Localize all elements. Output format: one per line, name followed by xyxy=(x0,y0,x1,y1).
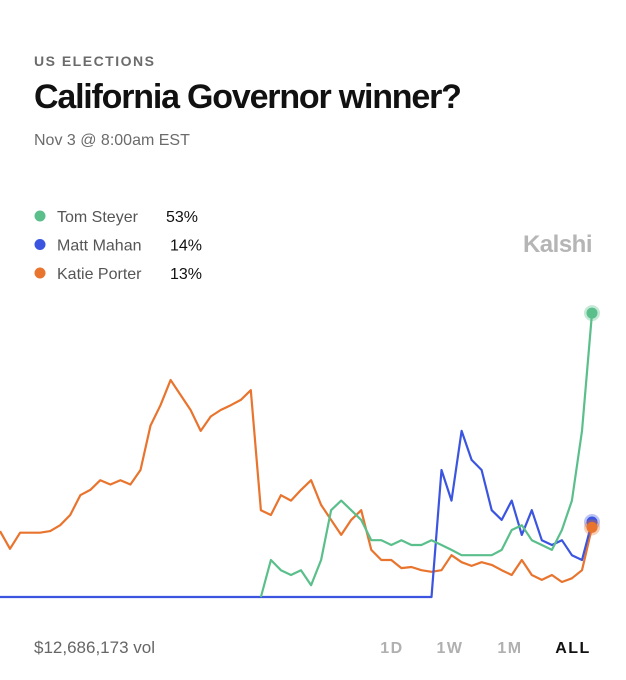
series-line xyxy=(0,429,594,599)
chart-title: California Governor winner? xyxy=(34,78,461,116)
legend-value: 13% xyxy=(170,266,202,283)
series-line xyxy=(0,378,594,584)
subtitle: Nov 3 @ 8:00am EST xyxy=(34,132,190,149)
range-button[interactable]: 1D xyxy=(380,640,403,657)
legend-name: Matt Mahan xyxy=(57,238,141,255)
legend-dot xyxy=(34,239,46,250)
legend-value: 14% xyxy=(170,238,202,255)
legend-dot xyxy=(34,210,46,222)
kicker: US ELECTIONS xyxy=(34,53,155,69)
volume: $12,686,173 vol xyxy=(34,638,155,657)
legend-name: Katie Porter xyxy=(57,266,142,283)
legend-name: Tom Steyer xyxy=(57,209,139,226)
series-line xyxy=(259,313,594,598)
end-dot xyxy=(586,307,598,319)
range-button[interactable]: 1M xyxy=(497,640,522,657)
legend-dot xyxy=(34,267,46,279)
end-dot xyxy=(586,521,598,533)
watermark: Kalshi xyxy=(523,231,592,258)
legend-value: 53% xyxy=(166,209,198,226)
range-button[interactable]: 1W xyxy=(437,640,464,657)
range-button[interactable]: ALL xyxy=(555,640,591,657)
